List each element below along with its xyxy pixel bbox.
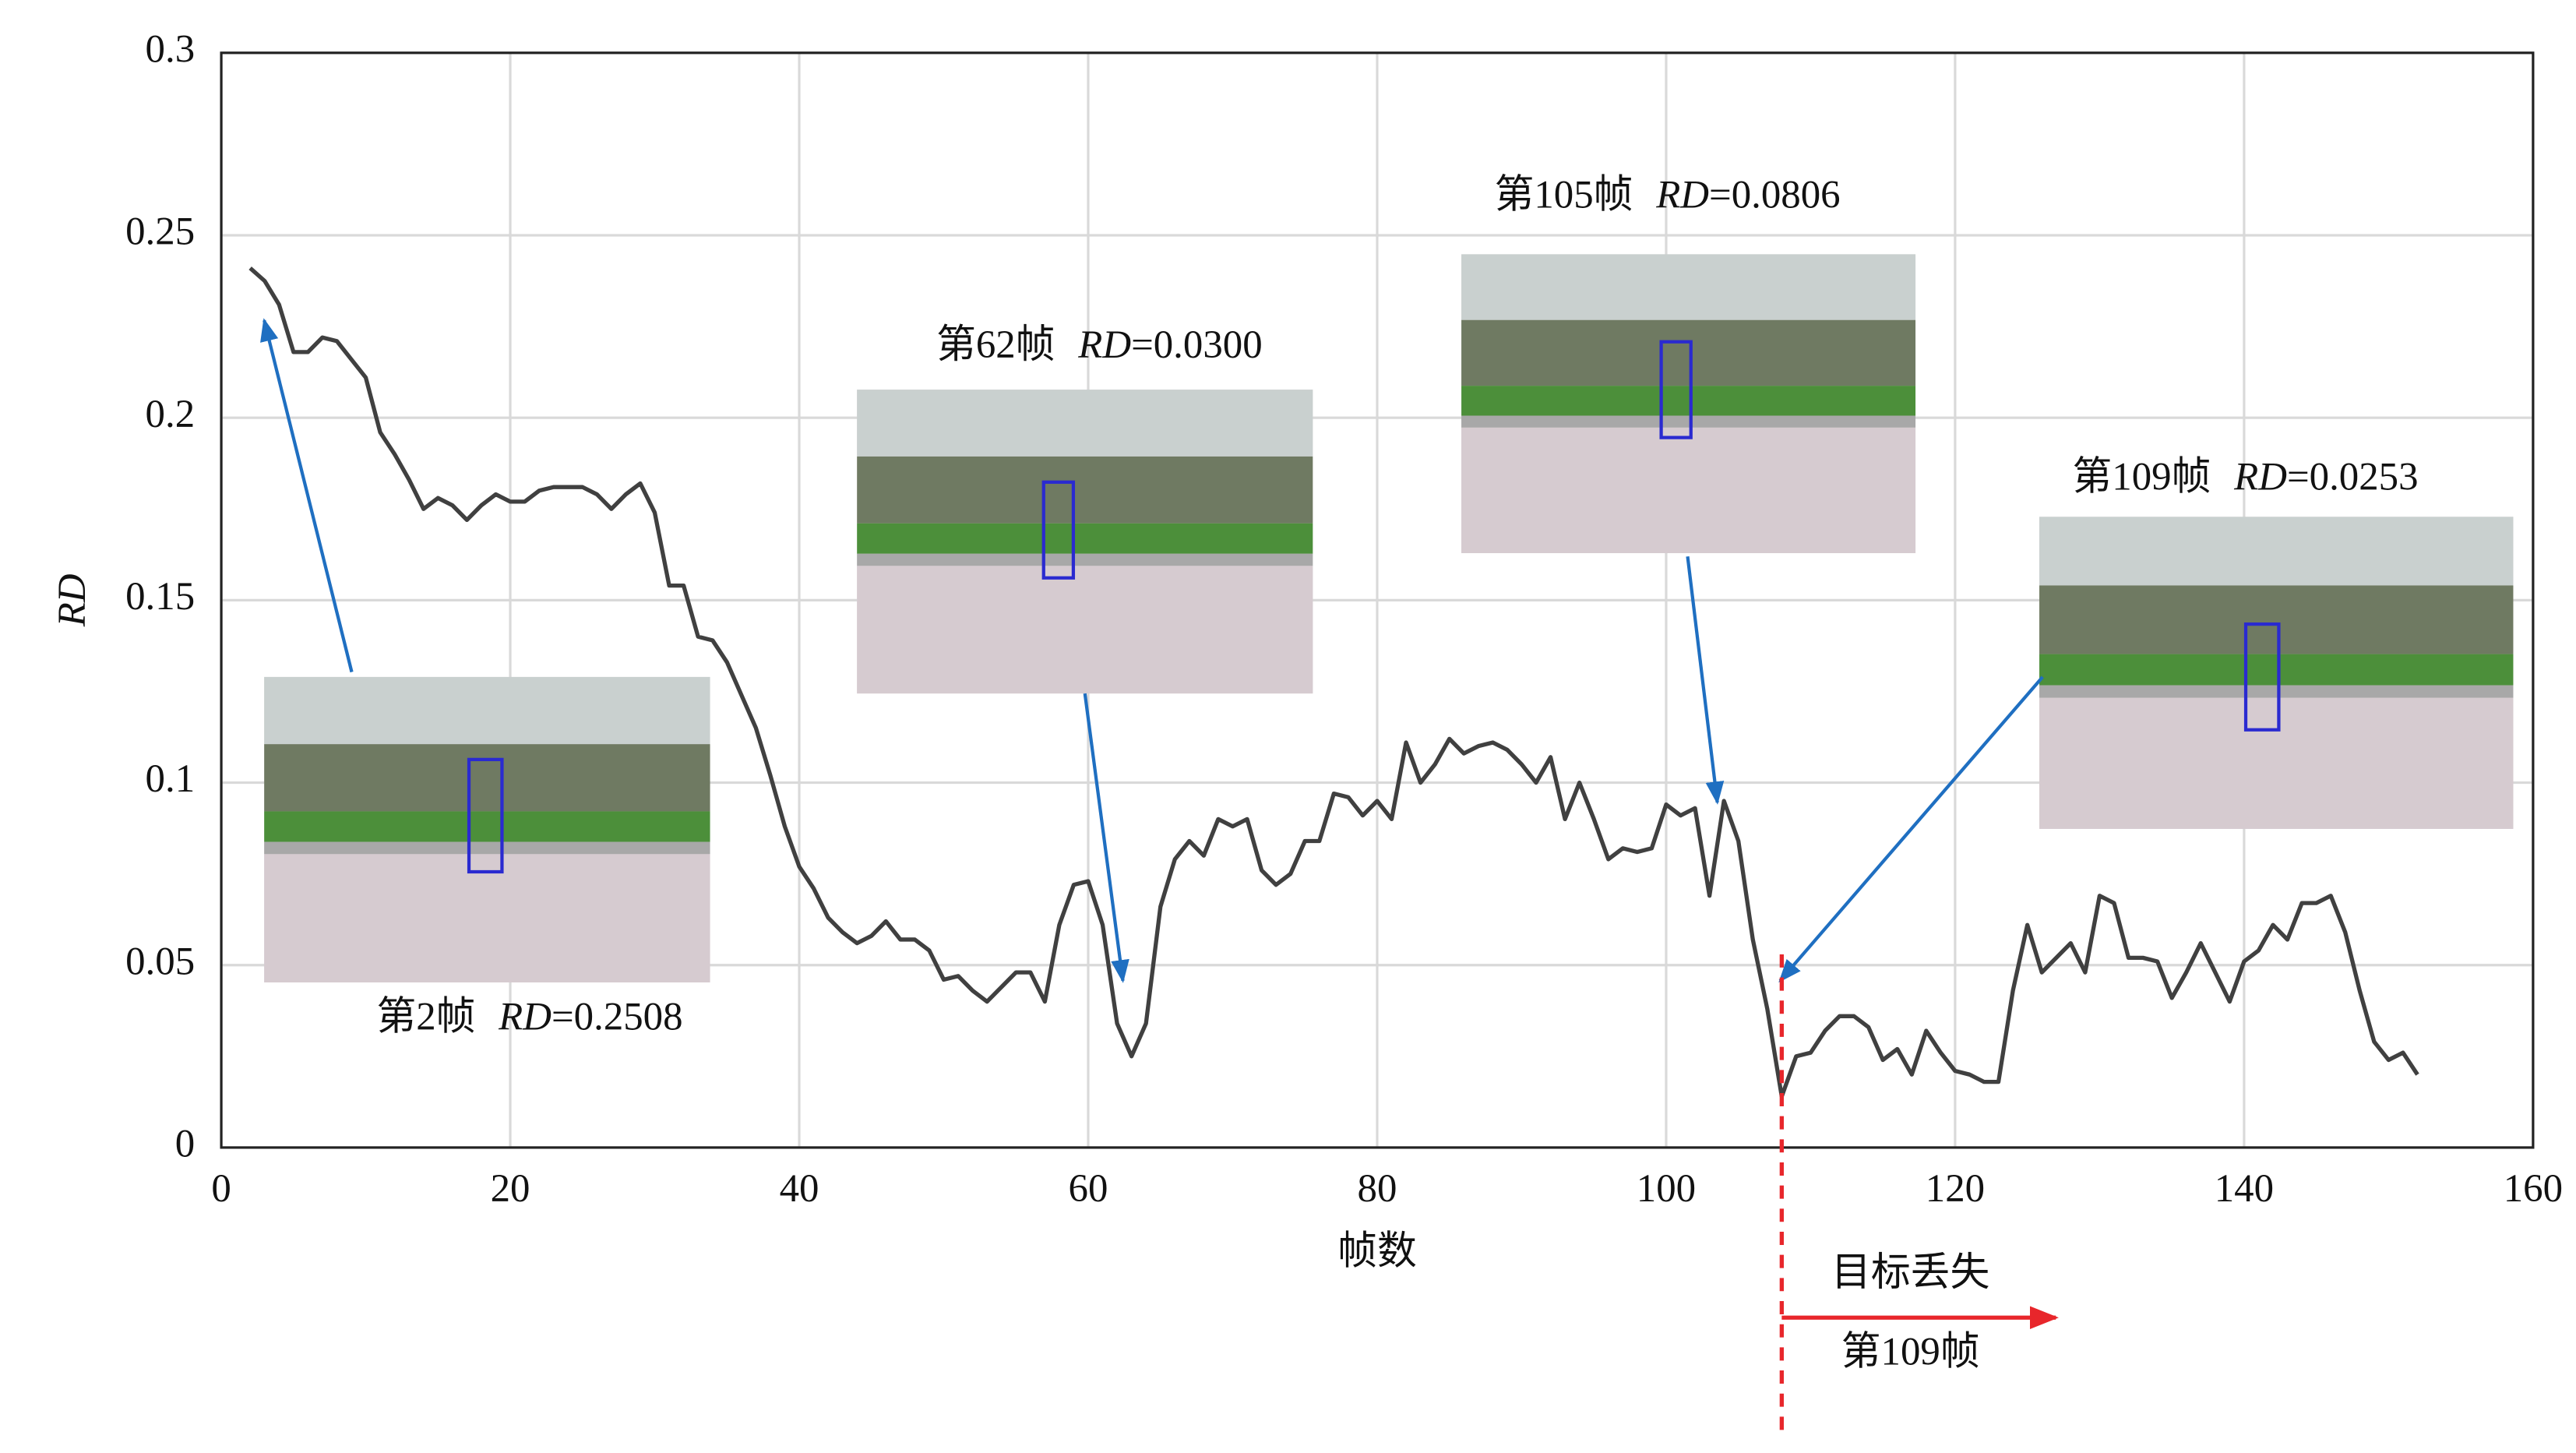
y-tick-label: 0.2 xyxy=(146,393,196,436)
grid xyxy=(220,51,2535,1149)
x-tick-label: 160 xyxy=(2504,1167,2563,1211)
arrow xyxy=(1778,675,2044,983)
photo-frame-62 xyxy=(857,390,1313,694)
loss-label: 目标丢失 xyxy=(1831,1251,1989,1295)
x-tick-label: 120 xyxy=(1926,1167,1985,1211)
loss-sublabel: 第109帧 xyxy=(1841,1331,1980,1374)
annotation-metric: RD xyxy=(498,995,551,1039)
annotation-metric: RD xyxy=(2233,455,2287,499)
annotation-metric: RD xyxy=(1655,173,1709,217)
annotation: 第2帧 RD=0.2508 xyxy=(376,995,682,1039)
annotation-metric: RD xyxy=(1077,323,1131,367)
data-line xyxy=(248,266,2419,1099)
annotation-value: =0.0806 xyxy=(1709,173,1841,217)
annotation-frame: 第105帧 xyxy=(1494,173,1633,217)
x-tick-label: 100 xyxy=(1637,1167,1696,1211)
plot-frame xyxy=(220,51,2535,1149)
annotation: 第109帧 RD=0.0253 xyxy=(2072,455,2418,499)
annotation-frame: 第62帧 xyxy=(936,323,1055,367)
annotation: 第105帧 RD=0.0806 xyxy=(1494,173,1840,217)
photo-frame-105 xyxy=(1461,254,1916,553)
annotation-frame: 第2帧 xyxy=(376,995,475,1039)
y-tick-label: 0.15 xyxy=(125,575,195,619)
y-tick-label: 0.05 xyxy=(125,940,195,983)
y-axis-label: RD xyxy=(51,573,94,627)
y-tick-label: 0 xyxy=(175,1123,195,1166)
tracking-box xyxy=(2243,622,2281,732)
tracking-box xyxy=(1041,480,1076,580)
photo-frame-109 xyxy=(2039,517,2514,829)
y-tick-label: 0.3 xyxy=(146,27,196,71)
annotation-value: =0.0300 xyxy=(1131,323,1263,367)
y-tick-label: 0.25 xyxy=(125,210,195,254)
x-tick-label: 40 xyxy=(780,1167,819,1211)
arrows xyxy=(260,318,2044,983)
tracking-box xyxy=(467,757,504,874)
photo-frame-2 xyxy=(264,676,710,982)
x-tick-label: 80 xyxy=(1358,1167,1397,1211)
arrow xyxy=(1686,555,1725,805)
annotation: 第62帧 RD=0.0300 xyxy=(936,323,1263,367)
x-tick-label: 60 xyxy=(1069,1167,1108,1211)
x-tick-label: 20 xyxy=(491,1167,530,1211)
arrow xyxy=(1083,693,1129,983)
annotation-frame: 第109帧 xyxy=(2072,455,2211,499)
arrow xyxy=(260,318,354,673)
annotation-value: =0.0253 xyxy=(2287,455,2419,499)
x-tick-label: 140 xyxy=(2215,1167,2274,1211)
annotation-value: =0.2508 xyxy=(551,995,683,1039)
y-tick-label: 0.1 xyxy=(146,757,196,801)
tracking-box xyxy=(1659,340,1693,439)
x-axis-label: 帧数 xyxy=(1337,1229,1417,1273)
x-tick-label: 0 xyxy=(211,1167,231,1211)
photos xyxy=(264,254,2514,982)
